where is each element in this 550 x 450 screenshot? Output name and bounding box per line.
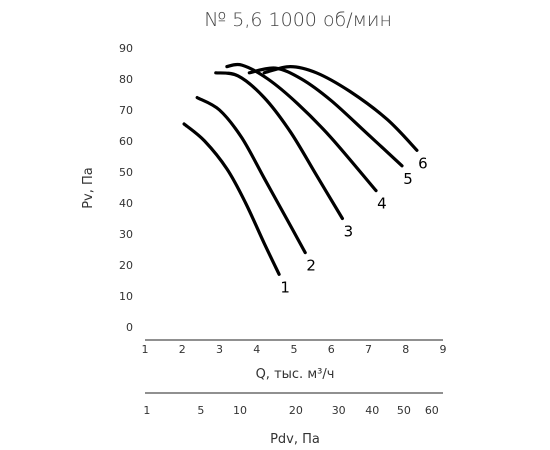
curves-group: 12 3 456 — [182, 62, 428, 296]
x-axis-label: Q, тыс. м³/ч — [256, 367, 335, 382]
secondary-tick-label: 50 — [397, 404, 411, 417]
x-tick-label: 4 — [253, 343, 260, 356]
secondary-tick-label: 40 — [365, 404, 379, 417]
y-tick-label: 10 — [119, 290, 133, 303]
x-tick-label: 9 — [440, 343, 447, 356]
x-tick-label: 3 — [216, 343, 223, 356]
curve-label-3: 3 — [344, 223, 354, 241]
curve-label-6: 6 — [418, 154, 428, 172]
secondary-tick-label: 30 — [332, 404, 346, 417]
secondary-tick-label: 10 — [233, 404, 247, 417]
x-tick-label: 7 — [365, 343, 372, 356]
curve-label-5: 5 — [403, 170, 413, 188]
chart-title: № 5,6 1000 об/мин — [204, 9, 392, 31]
curve-label-1: 1 — [280, 278, 290, 296]
y-tick-label: 20 — [119, 259, 133, 272]
y-axis-ticks: 0 10 20 30 40 50 60 70 80 90 — [119, 42, 133, 334]
secondary-axis-label: Pdv, Па — [270, 432, 320, 447]
x-tick-label: 6 — [328, 343, 335, 356]
secondary-tick-label: 5 — [197, 404, 204, 417]
y-tick-label: 40 — [119, 197, 133, 210]
secondary-tick-label: 1 — [143, 404, 150, 417]
curve-5 — [247, 66, 404, 168]
curve-6 — [262, 65, 419, 152]
y-tick-label: 0 — [126, 321, 133, 334]
y-tick-label: 90 — [119, 42, 133, 55]
x-tick-label: 1 — [142, 343, 149, 356]
secondary-tick-label: 60 — [425, 404, 439, 417]
x-tick-label: 8 — [402, 343, 409, 356]
y-axis-label: Pv, Па — [81, 167, 96, 209]
curve-3 — [214, 71, 344, 221]
curve-2 — [195, 96, 307, 255]
x-axis-ticks: 1 2 3 4 5 6 7 8 9 — [142, 343, 447, 356]
secondary-tick-label: 20 — [289, 404, 303, 417]
curve-label-4: 4 — [377, 195, 387, 213]
curve-1 — [182, 122, 281, 276]
curve-4 — [225, 62, 378, 193]
y-tick-label: 50 — [119, 166, 133, 179]
curve-label-2: 2 — [306, 257, 316, 275]
x-tick-label: 5 — [291, 343, 298, 356]
y-tick-label: 80 — [119, 73, 133, 86]
y-tick-label: 70 — [119, 104, 133, 117]
x-tick-label: 2 — [179, 343, 186, 356]
y-tick-label: 60 — [119, 135, 133, 148]
secondary-axis-ticks: 1 5 10 20 30 40 50 60 — [143, 404, 438, 417]
y-tick-label: 30 — [119, 228, 133, 241]
